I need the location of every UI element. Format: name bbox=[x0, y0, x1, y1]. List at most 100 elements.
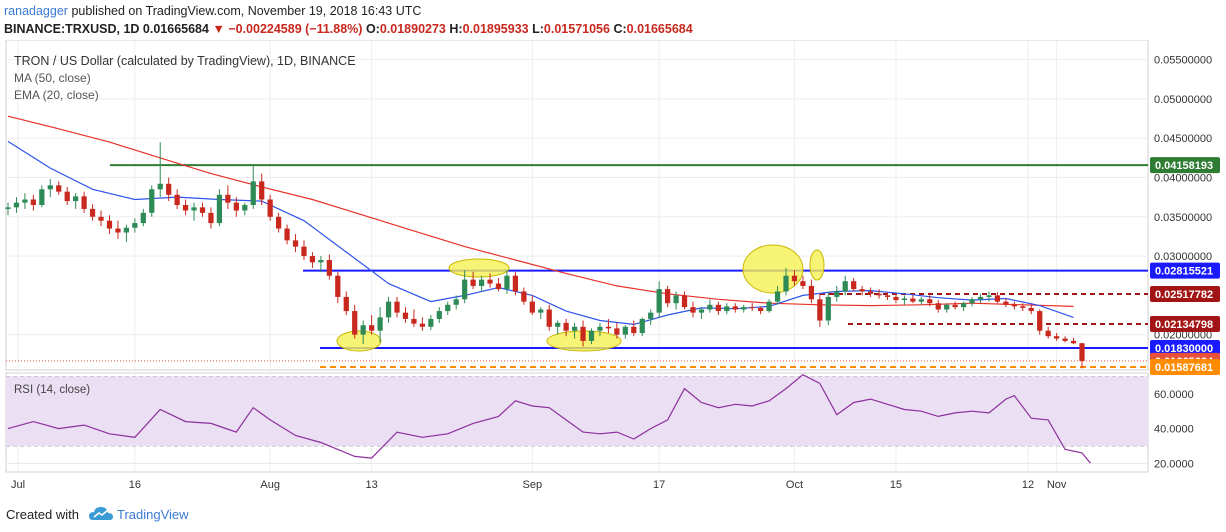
rsi-series bbox=[7, 373, 1091, 464]
x-tick-label: 15 bbox=[890, 479, 902, 491]
x-tick-label: Nov bbox=[1047, 479, 1067, 491]
y-tick-label: 0.03000000 bbox=[1154, 251, 1212, 263]
candle-body bbox=[377, 317, 383, 331]
open-label: O: bbox=[365, 22, 380, 36]
candle-body bbox=[960, 303, 967, 308]
candle-body bbox=[216, 194, 223, 224]
candle-body bbox=[580, 326, 586, 341]
candle-body bbox=[715, 304, 721, 312]
moving-averages bbox=[7, 115, 1074, 326]
candle-body bbox=[394, 301, 400, 313]
candle-body bbox=[665, 289, 671, 304]
candle-body bbox=[521, 291, 527, 302]
candle-body bbox=[842, 281, 848, 292]
price-tag-label: 0.01587681 bbox=[1155, 362, 1213, 374]
price-chart[interactable]: Jul 16 Aug 13 Sep 17 Oct 15 Nov 12 0.05500000 0.050… bbox=[0, 40, 1226, 500]
candle-body bbox=[546, 309, 552, 327]
candle-body bbox=[825, 296, 831, 321]
candle-body bbox=[292, 240, 299, 247]
price-tag bbox=[1150, 262, 1220, 279]
candle-body bbox=[648, 312, 654, 319]
candle-body bbox=[681, 295, 688, 308]
candle-body bbox=[199, 207, 206, 213]
candle-body bbox=[428, 318, 434, 327]
publish-info: ranadagger published on TradingView.com,… bbox=[4, 4, 421, 18]
candle-body bbox=[597, 326, 603, 331]
candle-body bbox=[910, 298, 916, 302]
rsi-tick-label: 60.0000 bbox=[1154, 389, 1194, 401]
candle-body bbox=[1070, 340, 1077, 344]
candle-body bbox=[808, 285, 815, 300]
candle-body bbox=[140, 212, 146, 224]
candle-body bbox=[149, 189, 155, 213]
candle-body bbox=[614, 328, 620, 335]
candle-body bbox=[318, 260, 324, 263]
candle-body bbox=[445, 304, 451, 312]
price-pane[interactable] bbox=[5, 40, 1149, 371]
candle-body bbox=[1020, 306, 1026, 308]
annotations bbox=[6, 164, 1148, 369]
candle-body bbox=[182, 205, 189, 211]
high-label: H: bbox=[449, 22, 463, 36]
candle-body bbox=[335, 275, 341, 297]
candle-body bbox=[64, 191, 70, 202]
candle-body bbox=[98, 216, 104, 221]
candle-body bbox=[927, 299, 933, 304]
candle-body bbox=[571, 326, 578, 331]
x-tick-label: Oct bbox=[786, 479, 803, 491]
symbol-label: BINANCE:TRXUSD, 1D bbox=[4, 22, 140, 36]
x-tick-label: 17 bbox=[653, 479, 665, 491]
open-value: 0.01890273 bbox=[379, 22, 446, 36]
candle-body bbox=[385, 301, 392, 318]
candle-body bbox=[901, 298, 908, 301]
candle-body bbox=[89, 208, 96, 217]
tradingview-brand-link[interactable]: TradingView bbox=[117, 507, 189, 522]
candle-body bbox=[758, 307, 764, 312]
candle-body bbox=[343, 296, 349, 312]
y-tick-label: 0.03500000 bbox=[1154, 212, 1212, 224]
price-tag bbox=[1150, 340, 1220, 356]
tradingview-cloud-icon bbox=[89, 507, 113, 520]
author-name[interactable]: ranadagger bbox=[4, 4, 68, 18]
candle-body bbox=[791, 275, 798, 282]
candle-body bbox=[1054, 336, 1060, 339]
candle-body bbox=[504, 275, 510, 290]
candle-body bbox=[462, 279, 468, 300]
candle-body bbox=[538, 309, 544, 313]
candle-body bbox=[242, 205, 248, 211]
candle-body bbox=[208, 212, 214, 224]
rsi-legend: RSI (14, close) bbox=[14, 384, 90, 396]
candle-body bbox=[56, 185, 62, 192]
y-tick-label: 0.04000000 bbox=[1154, 173, 1212, 185]
candle-body bbox=[39, 189, 45, 205]
price-tag-label: 0.04158193 bbox=[1155, 160, 1213, 172]
candle-body bbox=[22, 199, 28, 203]
candle-body bbox=[876, 293, 882, 296]
candle-body bbox=[360, 325, 366, 335]
candle-body bbox=[884, 295, 891, 297]
candle-body bbox=[436, 311, 442, 319]
candle-body bbox=[352, 311, 358, 335]
candle-body bbox=[275, 216, 282, 229]
candle-body bbox=[73, 196, 79, 202]
candle-body bbox=[225, 194, 231, 203]
candle-body bbox=[402, 312, 409, 319]
candle-body bbox=[749, 307, 755, 309]
candle-body bbox=[741, 307, 747, 310]
candle-body bbox=[30, 199, 36, 205]
candle-body bbox=[1062, 338, 1068, 341]
candle-body bbox=[369, 325, 375, 331]
candle-body bbox=[419, 323, 425, 327]
candle-body bbox=[952, 304, 958, 308]
candle-body bbox=[859, 289, 865, 292]
candle-body bbox=[301, 246, 307, 257]
candle-body bbox=[47, 185, 53, 190]
candle-body bbox=[106, 220, 113, 229]
ema-legend: EMA (20, close) bbox=[14, 88, 99, 102]
chart-title: TRON / US Dollar (calculated by TradingV… bbox=[14, 54, 356, 68]
last-price: 0.01665684 bbox=[142, 22, 209, 36]
candle-body bbox=[259, 181, 265, 200]
candle-body bbox=[918, 299, 924, 302]
candle-body bbox=[453, 299, 459, 305]
candle-body bbox=[851, 281, 857, 290]
